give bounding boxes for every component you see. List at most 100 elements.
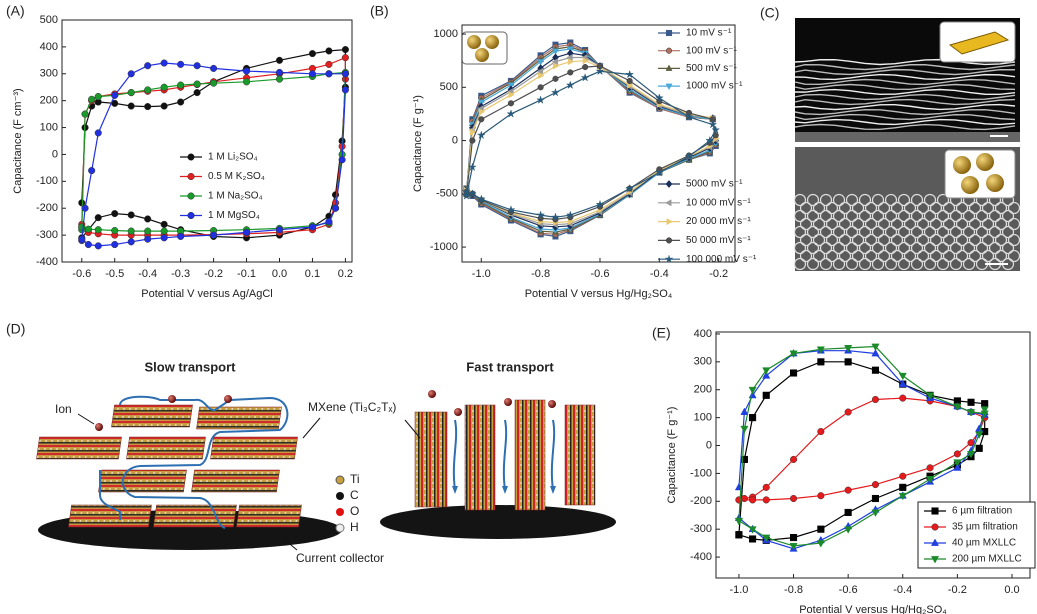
marker (160, 227, 168, 235)
marker (308, 223, 317, 231)
marker (111, 210, 119, 218)
ion (504, 398, 512, 406)
marker (536, 95, 546, 105)
marker (144, 235, 152, 243)
marker (595, 199, 605, 209)
sem-sphere (838, 201, 852, 215)
y-tick-label: 500 (40, 14, 58, 26)
sem-sphere (884, 209, 898, 223)
sem-sphere (988, 225, 1002, 239)
sem-sphere (838, 217, 852, 231)
marker (160, 83, 168, 91)
marker (341, 46, 349, 54)
marker (88, 167, 96, 175)
y-tick-label: 0 (452, 134, 458, 146)
legend-label: 10 mV s⁻¹ (686, 28, 732, 39)
marker (789, 494, 798, 503)
sem-sphere (819, 193, 833, 207)
mxene-label: MXene (Ti₃C₂Tₓ) (308, 400, 396, 414)
sem-sphere (975, 209, 989, 223)
marker (177, 60, 185, 68)
marker (275, 56, 284, 64)
sem-sphere (910, 209, 924, 223)
marker (160, 59, 168, 67)
atom-swatch (336, 492, 344, 500)
marker (953, 459, 962, 467)
pointer (404, 419, 421, 439)
marker (871, 481, 880, 489)
marker (144, 62, 152, 70)
marker (537, 59, 545, 66)
sem-sphere (910, 193, 924, 207)
marker (308, 50, 317, 58)
transport-diagram: Slow transport Fast transport Ion MXene … (36, 359, 616, 565)
sem-sphere (988, 241, 1002, 255)
marker (817, 492, 825, 500)
sem-sphere (793, 241, 807, 255)
marker (467, 162, 477, 172)
sem-sphere (812, 217, 826, 231)
marker (789, 350, 798, 358)
slow-title: Slow transport (144, 359, 236, 374)
sem-sphere (845, 209, 859, 223)
x-axis-title: Potential V versus Ag/AgCl (141, 288, 272, 300)
marker (871, 343, 880, 352)
x-axis-title: Potential V versus Hg/Hg₂SO₄ (525, 288, 673, 300)
sem-layer (794, 108, 1016, 116)
legend-marker (931, 523, 939, 531)
sem-sphere (923, 225, 937, 239)
marker (625, 69, 635, 79)
sem-sphere (877, 249, 891, 263)
ion (95, 423, 103, 431)
plot-frame (61, 19, 353, 263)
marker (898, 492, 907, 501)
marker (476, 130, 486, 140)
marker (899, 394, 907, 402)
sem-sphere (825, 201, 839, 215)
plot-frame (461, 24, 736, 263)
marker (88, 95, 96, 103)
x-tick-label: -0.1 (237, 268, 256, 280)
marker (926, 464, 934, 472)
x-tick-label: -0.6 (590, 268, 609, 280)
legend-label: 5000 mV s⁻¹ (686, 179, 743, 190)
marker (325, 218, 333, 226)
y-tick-label: -400 (690, 551, 712, 563)
sem-sphere (799, 217, 813, 231)
sem-sphere (1007, 217, 1021, 231)
marker (748, 386, 757, 395)
sem-sphere (994, 233, 1008, 247)
sem-sphere (923, 241, 937, 255)
marker (537, 84, 544, 91)
y-tick-label: -200 (690, 495, 712, 507)
y-tick-label: 100 (694, 412, 712, 424)
marker (507, 100, 515, 107)
legend-label: 20 000 mV s⁻¹ (686, 216, 751, 227)
flake (153, 504, 237, 528)
sem-sphere (806, 209, 820, 223)
flake (236, 504, 302, 528)
sem-sphere (793, 257, 807, 271)
marker (193, 89, 201, 97)
marker (740, 425, 749, 434)
marker (308, 70, 317, 78)
inset-ball (961, 176, 979, 194)
atom-label: Ti (350, 472, 360, 486)
ion-arrow (452, 419, 458, 491)
flake (564, 404, 596, 506)
marker (844, 345, 853, 353)
sem-sphere (955, 201, 969, 215)
legend-marker (187, 153, 195, 161)
inset-ball (475, 48, 489, 62)
inset-ball (485, 35, 499, 49)
legend-marker (666, 218, 673, 226)
sem-sphere (793, 225, 807, 239)
sem-sphere (871, 193, 885, 207)
sem-layer (794, 58, 1016, 66)
marker (566, 53, 573, 62)
sem-sphere (812, 233, 826, 247)
flake (68, 504, 152, 528)
legend-label: 10 000 mV s⁻¹ (686, 197, 751, 208)
sem-layer (794, 78, 1016, 86)
y-tick-label: 200 (40, 95, 58, 107)
